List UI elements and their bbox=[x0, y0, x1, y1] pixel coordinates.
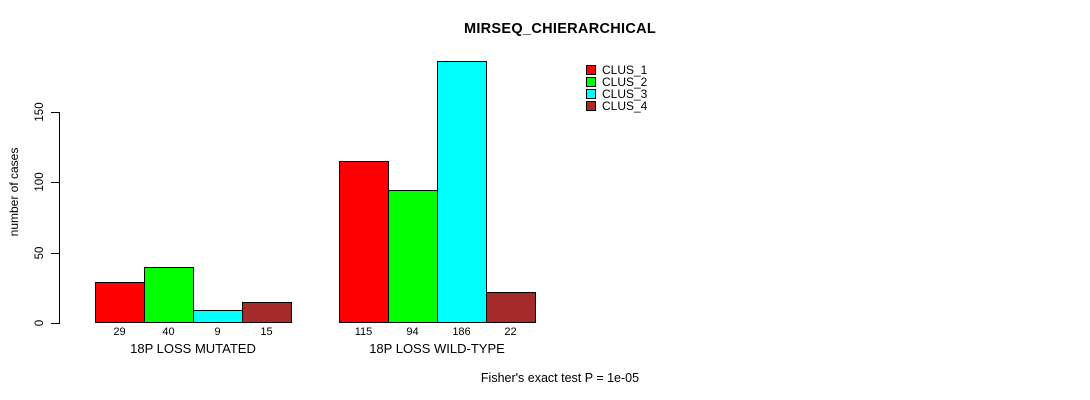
bar-value-label: 186 bbox=[452, 326, 471, 338]
y-tick-label: 0 bbox=[34, 319, 46, 327]
y-tick-label: 150 bbox=[34, 101, 46, 122]
annotation-text: Fisher's exact test P = 1e-05 bbox=[480, 371, 640, 385]
x-category-label: 18P LOSS MUTATED bbox=[130, 341, 256, 356]
y-tick bbox=[51, 182, 59, 183]
x-category-label: 18P LOSS WILD-TYPE bbox=[369, 341, 505, 356]
y-axis-label: number of cases bbox=[7, 147, 21, 237]
legend-swatch-icon bbox=[586, 77, 596, 87]
legend-item: CLUS_3 bbox=[586, 88, 647, 100]
legend-item: CLUS_4 bbox=[586, 100, 647, 112]
legend-swatch-icon bbox=[586, 65, 596, 75]
y-tick bbox=[51, 111, 59, 113]
bar-value-label: 15 bbox=[260, 326, 273, 338]
bar-clus_3-group1 bbox=[193, 310, 243, 323]
bar-clus_2-group1 bbox=[144, 267, 194, 323]
bar-clus_4-group1 bbox=[242, 302, 292, 323]
legend-label: CLUS_4 bbox=[602, 99, 648, 113]
y-tick bbox=[51, 323, 59, 324]
bar-clus_2-group2 bbox=[388, 190, 438, 323]
y-tick-label: 100 bbox=[34, 172, 46, 192]
bar-value-label: 40 bbox=[162, 326, 175, 338]
bar-value-label: 22 bbox=[504, 326, 517, 338]
bar-value-label: 9 bbox=[214, 326, 221, 338]
bar-clus_1-group1 bbox=[95, 282, 145, 323]
bar-clus_1-group2 bbox=[339, 161, 389, 323]
legend: CLUS_1 CLUS_2 CLUS_3 CLUS_4 bbox=[586, 64, 647, 112]
bar-clus_3-group2 bbox=[437, 61, 487, 323]
legend-swatch-icon bbox=[586, 89, 596, 99]
bar-clus_4-group2 bbox=[486, 292, 536, 323]
bar-value-label: 29 bbox=[113, 326, 126, 338]
legend-swatch-icon bbox=[586, 101, 596, 111]
y-axis-line bbox=[59, 111, 60, 324]
legend-item: CLUS_2 bbox=[586, 76, 647, 88]
bar-value-label: 115 bbox=[354, 326, 373, 338]
legend-label: CLUS_2 bbox=[602, 75, 648, 89]
chart-title: MIRSEQ_CHIERARCHICAL bbox=[463, 21, 657, 37]
legend-label: CLUS_1 bbox=[602, 63, 648, 77]
legend-item: CLUS_1 bbox=[586, 64, 647, 76]
legend-label: CLUS_3 bbox=[602, 87, 648, 101]
bar-value-label: 94 bbox=[406, 326, 419, 338]
y-tick bbox=[51, 252, 59, 254]
y-tick-label: 50 bbox=[34, 246, 46, 259]
